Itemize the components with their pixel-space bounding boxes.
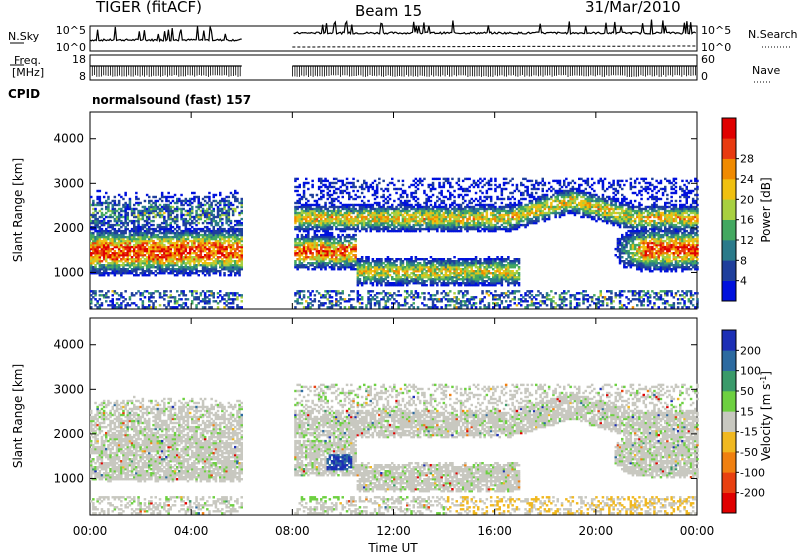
colorbar-swatch [722, 411, 736, 432]
x-tick-label: 08:00 [275, 524, 310, 538]
y-tick-label: 4000 [53, 132, 84, 146]
y-tick-label: 2000 [53, 427, 84, 441]
colorbar-swatch [722, 138, 736, 159]
x-tick-label: 00:00 [73, 524, 108, 538]
freq-strip-tick-right: 0 [701, 70, 708, 83]
power-ylabel: Slant Range [km] [11, 158, 25, 262]
cpid-value: normalsound (fast) 157 [92, 93, 252, 107]
power-colorbar: 4 8 12 16 20 24 28 [721, 117, 754, 302]
freq-label: Freq. [14, 54, 42, 67]
date-title: 31/Mar/2010 [585, 0, 681, 16]
x-tick-label: 12:00 [376, 524, 411, 538]
colorbar-tick-label: 24 [740, 173, 754, 186]
colorbar-swatch [722, 350, 736, 371]
colorbar-tick-label: 12 [740, 234, 754, 247]
x-tick-label: 00:00 [680, 524, 715, 538]
colorbar-swatch [722, 452, 736, 473]
velocity-panel: 1000 2000 3000 4000 00:00 04:00 08:00 12:00 16:0… [53, 317, 715, 538]
noise-strip-tick-left: 10^5 [56, 24, 86, 37]
nave-label: Nave [752, 64, 781, 77]
noise-strip-tick-right: 10^0 [701, 41, 731, 54]
colorbar-tick-label: 50 [740, 385, 754, 398]
y-tick-label: 3000 [53, 176, 84, 190]
colorbar-swatch [722, 179, 736, 200]
y-tick-label: 4000 [53, 338, 84, 352]
colorbar-tick-label: 20 [740, 193, 754, 206]
noise-strip-tick-right: 10^5 [701, 24, 731, 37]
colorbar-swatch [722, 240, 736, 261]
y-tick-label: 1000 [53, 471, 84, 485]
nsky-label: N.Sky [8, 30, 40, 43]
radar-title: TIGER (fitACF) [96, 0, 203, 16]
colorbar-swatch [722, 199, 736, 220]
colorbar-swatch [722, 391, 736, 412]
colorbar-swatch [722, 219, 736, 241]
colorbar-swatch [722, 158, 736, 180]
y-tick-label: 2000 [53, 221, 84, 235]
y-tick-label: 1000 [53, 265, 84, 279]
noise-strip-tick-left: 10^0 [56, 41, 86, 54]
colorbar-tick-label: 15 [740, 405, 754, 418]
colorbar-swatch [722, 118, 736, 139]
colorbar-tick-label: 28 [740, 153, 754, 166]
velocity-colorbar-label: Velocity [m s-1] [759, 371, 773, 461]
colorbar-swatch [722, 330, 736, 351]
colorbar-tick-label: 16 [740, 214, 754, 227]
freq-strip-tick-left: 8 [79, 70, 86, 83]
cpid-label: CPID [8, 87, 41, 101]
colorbar-swatch [722, 370, 736, 392]
velocity-colorbar: -200 -100 -50 -15 15 50 100 200 [721, 329, 765, 514]
colorbar-swatch [722, 280, 736, 302]
colorbar-tick-label: -15 [740, 426, 758, 439]
x-tick-label: 20:00 [579, 524, 614, 538]
colorbar-tick-label: 8 [740, 254, 747, 267]
colorbar-swatch [722, 472, 736, 493]
x-tick-label: 16:00 [477, 524, 512, 538]
colorbar-tick-label: -50 [740, 446, 758, 459]
colorbar-tick-label: 4 [740, 275, 747, 288]
nsearch-label: N.Search [748, 28, 798, 41]
velocity-ylabel: Slant Range [km] [11, 364, 25, 468]
colorbar-swatch [722, 492, 736, 514]
noise-strip: 10^5 10^0 10^5 10^0 [56, 19, 731, 54]
power-colorbar-label: Power [dB] [759, 177, 773, 242]
colorbar-tick-label: 200 [740, 344, 761, 357]
colorbar-tick-label: -200 [740, 487, 765, 500]
freq-strip-tick-left: 18 [72, 53, 86, 66]
colorbar-tick-label: 100 [740, 365, 761, 378]
power-panel: 1000 2000 3000 4000 [53, 111, 699, 310]
colorbar-swatch [722, 260, 736, 281]
freq-unit: [MHz] [12, 66, 45, 79]
colorbar-tick-label: -100 [740, 466, 765, 479]
beam-title: Beam 15 [355, 2, 423, 20]
freq-strip: 18 8 60 0 [72, 53, 715, 83]
colorbar-swatch [722, 431, 736, 453]
x-axis-label: Time UT [367, 541, 418, 554]
y-tick-label: 3000 [53, 382, 84, 396]
x-tick-label: 04:00 [174, 524, 209, 538]
freq-strip-tick-right: 60 [701, 53, 715, 66]
